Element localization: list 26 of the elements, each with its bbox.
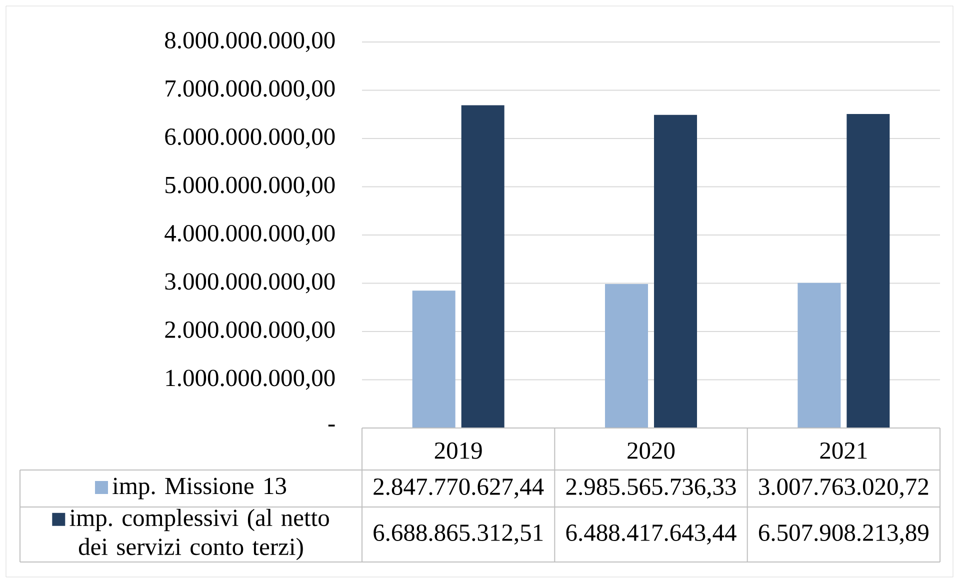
y-tick-label: 7.000.000.000,00: [166, 80, 335, 100]
y-tick-label: 3.000.000.000,00: [165, 273, 335, 294]
x-tick-label: 2021: [820, 442, 867, 459]
y-tick-label: 5.000.000.000,00: [166, 176, 335, 197]
data-label: 3.007.763.020,72: [759, 478, 928, 499]
y-tick-label: -: [328, 424, 335, 426]
bar: [461, 105, 504, 428]
x-tick-label: 2019: [434, 442, 482, 459]
bar: [654, 114, 698, 428]
y-tick-label: 4.000.000.000,00: [164, 224, 335, 246]
y-tick-label: 1.000.000.000,00: [166, 370, 335, 390]
x-tick-label: 2020: [628, 442, 675, 459]
bar: [846, 114, 890, 428]
data-label: 2.847.770.627,44: [374, 478, 544, 499]
bar: [798, 282, 841, 428]
data-label: 6.507.908.213,89: [758, 524, 928, 545]
data-label: 6.488.417.643,44: [566, 524, 736, 545]
y-tick-label: 8.000.000.000,00: [165, 32, 335, 52]
bar: [605, 284, 648, 428]
y-tick-label: 6.000.000.000,00: [165, 128, 335, 149]
data-label: 6.688.865.312,51: [374, 524, 543, 545]
y-tick-label: 2.000.000.000,00: [165, 321, 335, 342]
legend-label: imp. Missione 13: [112, 478, 286, 500]
bar: [412, 290, 456, 428]
legend-label: imp. complessivi (al netto dei servizi conto terzi): [70, 508, 329, 560]
data-label: 2.985.565.736,33: [566, 478, 736, 499]
